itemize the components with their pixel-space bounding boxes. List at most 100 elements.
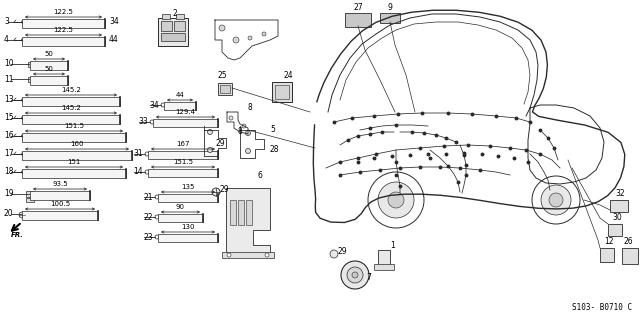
Circle shape — [378, 182, 414, 218]
Text: 3: 3 — [4, 18, 9, 26]
Bar — [222, 252, 274, 258]
Circle shape — [22, 20, 24, 24]
Circle shape — [388, 192, 404, 208]
Text: 29: 29 — [220, 186, 230, 195]
Circle shape — [212, 188, 220, 196]
Text: 31: 31 — [133, 150, 143, 159]
Circle shape — [19, 212, 25, 218]
Circle shape — [155, 235, 159, 239]
Bar — [238, 200, 244, 225]
Bar — [378, 250, 390, 268]
Text: 100.5: 100.5 — [50, 201, 70, 207]
Circle shape — [207, 147, 212, 152]
Circle shape — [229, 116, 233, 120]
Text: FR.: FR. — [11, 232, 24, 238]
Text: 50: 50 — [45, 51, 53, 57]
Circle shape — [262, 32, 266, 36]
Text: 29: 29 — [338, 248, 348, 256]
Bar — [158, 234, 218, 242]
Bar — [148, 169, 218, 177]
Bar — [30, 191, 90, 200]
Bar — [28, 77, 34, 82]
Circle shape — [207, 130, 212, 135]
Text: 8: 8 — [248, 103, 253, 113]
Text: 17: 17 — [4, 150, 13, 159]
Circle shape — [246, 149, 250, 153]
Circle shape — [532, 176, 580, 224]
Text: 6: 6 — [257, 172, 262, 181]
Bar — [345, 13, 371, 27]
Circle shape — [155, 215, 159, 219]
Bar — [30, 76, 68, 85]
Text: 30: 30 — [612, 213, 621, 222]
Bar — [230, 200, 236, 225]
Circle shape — [549, 193, 563, 207]
Bar — [610, 200, 628, 212]
Bar — [153, 119, 218, 127]
Polygon shape — [226, 188, 270, 256]
Circle shape — [330, 250, 338, 258]
Bar — [176, 14, 184, 19]
Text: 7: 7 — [366, 273, 371, 283]
Text: 151: 151 — [67, 159, 81, 165]
Bar — [218, 83, 232, 95]
Text: 151.5: 151.5 — [64, 123, 84, 129]
Text: S103- B0710 C: S103- B0710 C — [572, 303, 632, 312]
Text: 14: 14 — [133, 167, 143, 176]
Text: 145.2: 145.2 — [61, 87, 81, 93]
Text: 26: 26 — [624, 238, 634, 247]
Text: 12: 12 — [604, 238, 614, 247]
Bar — [220, 85, 230, 93]
Text: 13: 13 — [4, 95, 13, 105]
Bar — [148, 151, 218, 159]
Text: 15: 15 — [4, 114, 13, 122]
Bar — [22, 19, 105, 28]
Bar — [26, 198, 34, 202]
Bar — [161, 21, 172, 31]
Text: 20: 20 — [4, 210, 13, 219]
Circle shape — [150, 120, 154, 124]
Circle shape — [161, 103, 165, 107]
Circle shape — [22, 152, 24, 155]
Text: 44: 44 — [109, 35, 119, 44]
Text: 129.4: 129.4 — [175, 109, 195, 115]
Text: 9: 9 — [388, 4, 392, 12]
Text: 23: 23 — [143, 233, 153, 241]
Text: 25: 25 — [218, 71, 228, 80]
Text: 50: 50 — [45, 66, 53, 72]
Text: 93.5: 93.5 — [52, 181, 68, 187]
Circle shape — [352, 272, 358, 278]
Bar — [275, 85, 289, 99]
Circle shape — [242, 124, 246, 128]
Text: 135: 135 — [181, 184, 195, 190]
Bar — [374, 264, 394, 270]
Bar — [30, 61, 68, 70]
Text: 11: 11 — [4, 75, 13, 84]
Circle shape — [248, 36, 252, 40]
Text: 122.5: 122.5 — [54, 9, 74, 15]
Text: 18: 18 — [4, 167, 13, 176]
Text: 29: 29 — [215, 139, 225, 149]
Text: 24: 24 — [283, 71, 292, 80]
Bar — [161, 33, 185, 41]
Text: 27: 27 — [353, 4, 363, 12]
Text: 21: 21 — [143, 192, 153, 202]
Circle shape — [233, 37, 239, 43]
Circle shape — [145, 152, 149, 156]
Circle shape — [341, 261, 369, 289]
Bar — [174, 21, 185, 31]
Text: 130: 130 — [181, 224, 195, 230]
Bar — [22, 97, 120, 106]
Bar — [26, 191, 34, 197]
Circle shape — [227, 253, 231, 257]
Text: 8: 8 — [238, 127, 243, 136]
Circle shape — [22, 99, 24, 101]
Circle shape — [368, 172, 424, 228]
Bar — [246, 200, 252, 225]
Circle shape — [145, 170, 149, 174]
Text: 10: 10 — [4, 60, 13, 69]
Circle shape — [155, 195, 159, 199]
Text: 90: 90 — [176, 204, 185, 210]
Text: 34: 34 — [149, 100, 159, 109]
Text: 44: 44 — [175, 92, 184, 98]
